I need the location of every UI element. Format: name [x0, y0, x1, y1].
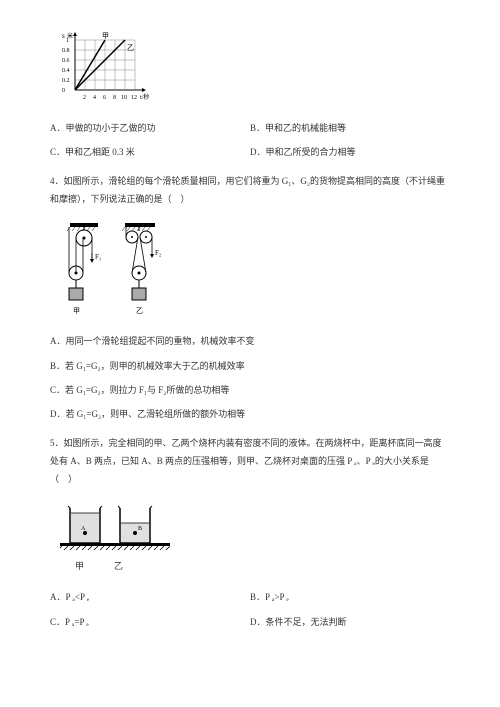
q4-option-a: A．用同一个滑轮组提起不同的重物，机械效率不变: [50, 333, 450, 349]
line-graph: s 米 甲: [60, 30, 155, 105]
q3-option-b: B．甲和乙的机械能相等: [250, 120, 450, 136]
q4-option-b: B．若 G₁=G₂，则甲的机械效率大于乙的机械效率: [50, 358, 450, 374]
graph-figure: s 米 甲: [60, 30, 450, 105]
svg-text:s: s: [62, 32, 65, 40]
svg-text:甲: 甲: [73, 307, 80, 315]
q3-options-row2: C．甲和乙相距 0.3 米 D．甲和乙所受的合力相等: [50, 144, 450, 160]
svg-text:8: 8: [113, 95, 116, 101]
q4-text: 4．如图所示，滑轮组的每个滑轮质量相同，用它们将重为 G₁、G₂的货物提高相同的…: [50, 172, 450, 208]
svg-text:1: 1: [66, 38, 69, 44]
svg-text:0.4: 0.4: [62, 68, 70, 74]
svg-text:F₁: F₁: [95, 253, 101, 261]
q3-option-a: A．甲做的功小于乙做的功: [50, 120, 250, 136]
beaker-figure: A B: [60, 498, 450, 553]
q5-option-a: A．P ₐ<P ₑ: [50, 589, 250, 605]
svg-text:A: A: [81, 526, 86, 532]
q4-option-c: C．若 G₁=G₂，则拉力 F₁与 F₂所做的总功相等: [50, 382, 450, 398]
svg-text:12: 12: [131, 95, 137, 101]
q5-options-row2: C．P ₐ=P ₑ D．条件不足，无法判断: [50, 614, 450, 630]
q3-option-c: C．甲和乙相距 0.3 米: [50, 144, 250, 160]
q5-text: 5．如图所示，完全相同的甲、乙两个烧杯内装有密度不同的液体。在两烧杯中，距离杯底…: [50, 434, 450, 488]
q5-option-b: B．P ₐ>P ₑ: [250, 589, 450, 605]
svg-text:6: 6: [103, 95, 106, 101]
q5-option-d: D．条件不足，无法判断: [250, 614, 450, 630]
svg-text:t/秒: t/秒: [140, 93, 149, 101]
q3-options-row1: A．甲做的功小于乙做的功 B．甲和乙的机械能相等: [50, 120, 450, 136]
svg-text:2: 2: [83, 95, 86, 101]
pulley-diagram: F₁ 甲: [60, 223, 170, 318]
q5-options-row1: A．P ₐ<P ₑ B．P ₐ>P ₑ: [50, 589, 450, 605]
svg-text:0.6: 0.6: [62, 58, 70, 64]
q3-option-d: D．甲和乙所受的合力相等: [250, 144, 450, 160]
svg-text:0.8: 0.8: [62, 48, 70, 54]
beaker-label-right: 乙: [114, 558, 123, 574]
svg-text:4: 4: [93, 95, 96, 101]
beaker-labels: 甲 乙: [75, 558, 450, 574]
svg-text:F₂: F₂: [155, 249, 162, 257]
beaker-label-left: 甲: [75, 558, 84, 574]
pulley-figure: F₁ 甲: [60, 223, 450, 318]
svg-text:0.2: 0.2: [62, 78, 70, 84]
q4-option-d: D．若 G₁=G₂，则甲、乙滑轮组所做的额外功相等: [50, 406, 450, 422]
q5-option-c: C．P ₐ=P ₑ: [50, 614, 250, 630]
beaker-diagram: A B: [60, 498, 170, 553]
svg-text:乙: 乙: [136, 307, 143, 315]
svg-text:0: 0: [62, 88, 65, 94]
svg-text:乙: 乙: [127, 44, 134, 52]
svg-text:甲: 甲: [102, 32, 109, 40]
svg-text:B: B: [138, 526, 142, 532]
svg-text:10: 10: [121, 95, 127, 101]
